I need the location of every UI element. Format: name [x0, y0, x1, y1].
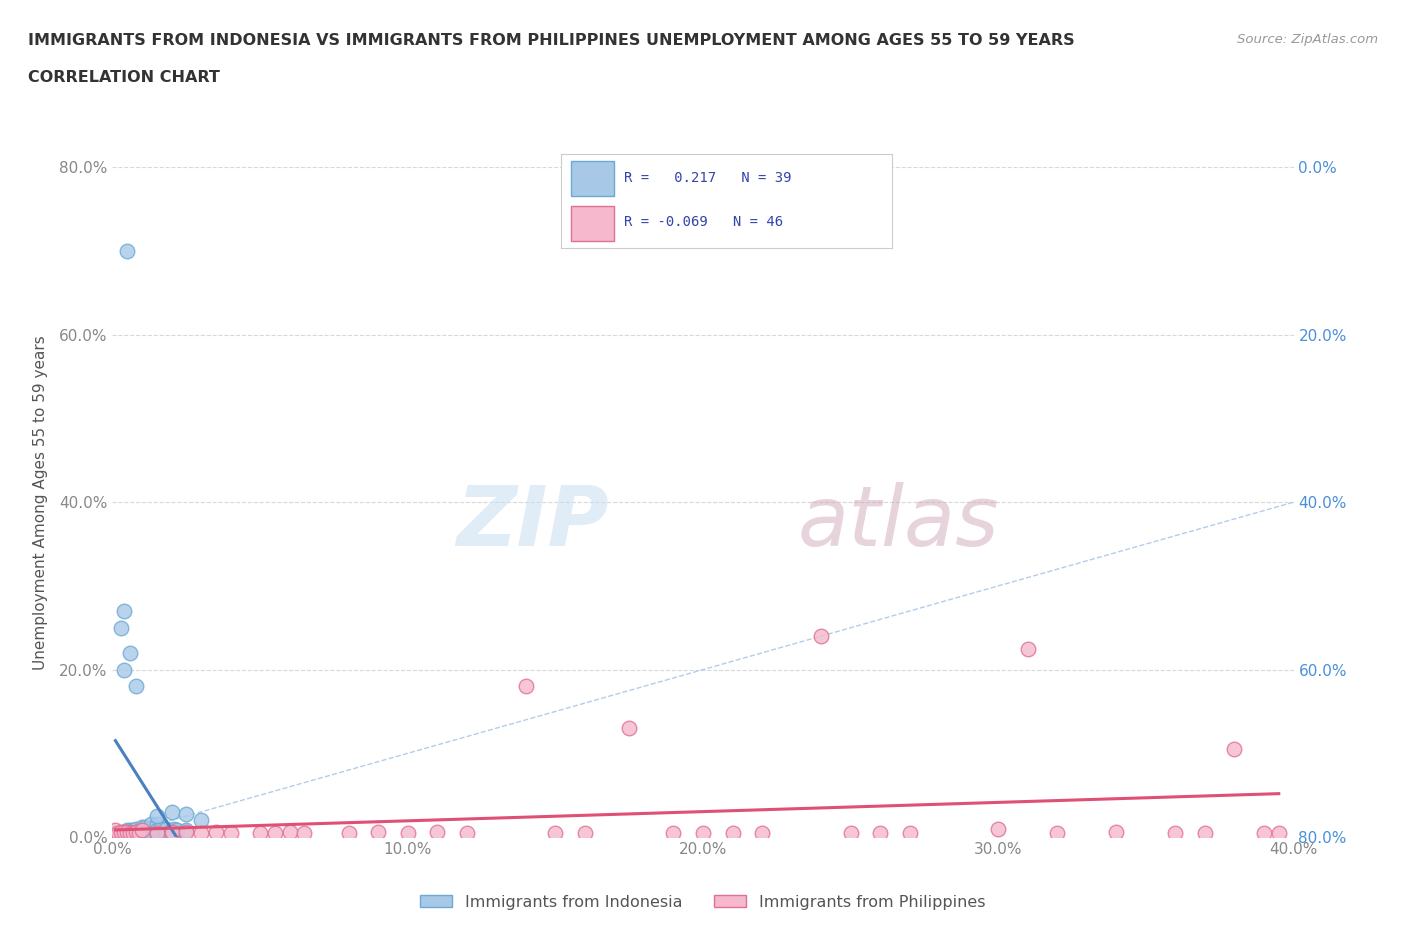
Point — [174, 806, 197, 821]
Point — [544, 826, 567, 841]
Point — [112, 825, 135, 840]
Point — [278, 825, 301, 840]
Point — [149, 821, 172, 836]
Point — [160, 827, 183, 842]
Point — [174, 823, 197, 838]
Point — [292, 826, 315, 841]
Point — [1268, 826, 1291, 841]
Point — [166, 823, 188, 838]
Point — [122, 823, 145, 838]
Point — [110, 825, 132, 840]
Point — [160, 823, 183, 838]
Point — [125, 826, 148, 841]
Point — [139, 817, 162, 832]
Point — [249, 826, 271, 841]
Point — [190, 826, 212, 841]
Point — [367, 825, 389, 840]
Point — [125, 679, 148, 694]
Text: ZIP: ZIP — [456, 482, 609, 563]
Point — [1046, 826, 1069, 841]
Point — [337, 826, 360, 841]
Text: atlas: atlas — [797, 482, 1000, 563]
Text: IMMIGRANTS FROM INDONESIA VS IMMIGRANTS FROM PHILIPPINES UNEMPLOYMENT AMONG AGES: IMMIGRANTS FROM INDONESIA VS IMMIGRANTS … — [28, 33, 1074, 47]
Point — [112, 826, 135, 841]
Point — [125, 821, 148, 836]
Point — [146, 809, 169, 824]
Point — [128, 826, 150, 841]
Point — [155, 821, 177, 836]
Point — [146, 826, 169, 841]
Point — [515, 679, 537, 694]
Point — [134, 819, 156, 834]
Point — [205, 825, 228, 840]
Point — [104, 826, 127, 841]
Point — [174, 825, 197, 840]
Point — [839, 826, 862, 841]
Y-axis label: Unemployment Among Ages 55 to 59 years: Unemployment Among Ages 55 to 59 years — [32, 335, 48, 670]
Point — [160, 825, 183, 840]
Point — [987, 821, 1010, 836]
Point — [107, 826, 129, 841]
Point — [136, 827, 159, 842]
Point — [190, 813, 212, 828]
Point — [160, 804, 183, 819]
Point — [1253, 826, 1275, 841]
Point — [163, 821, 186, 836]
Point — [122, 826, 145, 841]
Legend: Immigrants from Indonesia, Immigrants from Philippines: Immigrants from Indonesia, Immigrants fr… — [413, 888, 993, 916]
Point — [107, 826, 129, 841]
Point — [117, 825, 138, 840]
Point — [1017, 642, 1039, 657]
Point — [131, 826, 153, 841]
Point — [125, 825, 148, 840]
Point — [456, 826, 478, 841]
Point — [1194, 826, 1216, 841]
Point — [264, 826, 287, 841]
Point — [120, 823, 142, 838]
Text: Source: ZipAtlas.com: Source: ZipAtlas.com — [1237, 33, 1378, 46]
Point — [120, 645, 142, 660]
Point — [662, 826, 685, 841]
Point — [396, 826, 419, 841]
Point — [619, 721, 641, 736]
Point — [146, 823, 169, 838]
Point — [104, 823, 127, 838]
Point — [110, 826, 132, 841]
Point — [110, 620, 132, 635]
Point — [122, 826, 145, 841]
Point — [574, 826, 596, 841]
Point — [117, 823, 138, 838]
Point — [131, 821, 153, 836]
Point — [155, 827, 177, 842]
Point — [692, 826, 714, 841]
Text: CORRELATION CHART: CORRELATION CHART — [28, 70, 219, 85]
Point — [751, 826, 773, 841]
Point — [810, 629, 832, 644]
Point — [120, 826, 142, 841]
Point — [112, 662, 135, 677]
Point — [1164, 826, 1187, 841]
Point — [136, 821, 159, 836]
Point — [426, 825, 449, 840]
Point — [219, 826, 242, 841]
Point — [112, 604, 135, 618]
Point — [721, 826, 744, 841]
Point — [1105, 825, 1128, 840]
Point — [131, 819, 153, 834]
Point — [117, 244, 138, 259]
Point — [898, 826, 921, 841]
Point — [869, 826, 891, 841]
Point — [146, 827, 169, 842]
Point — [1223, 742, 1246, 757]
Point — [131, 823, 153, 838]
Point — [146, 817, 169, 832]
Point — [120, 826, 142, 841]
